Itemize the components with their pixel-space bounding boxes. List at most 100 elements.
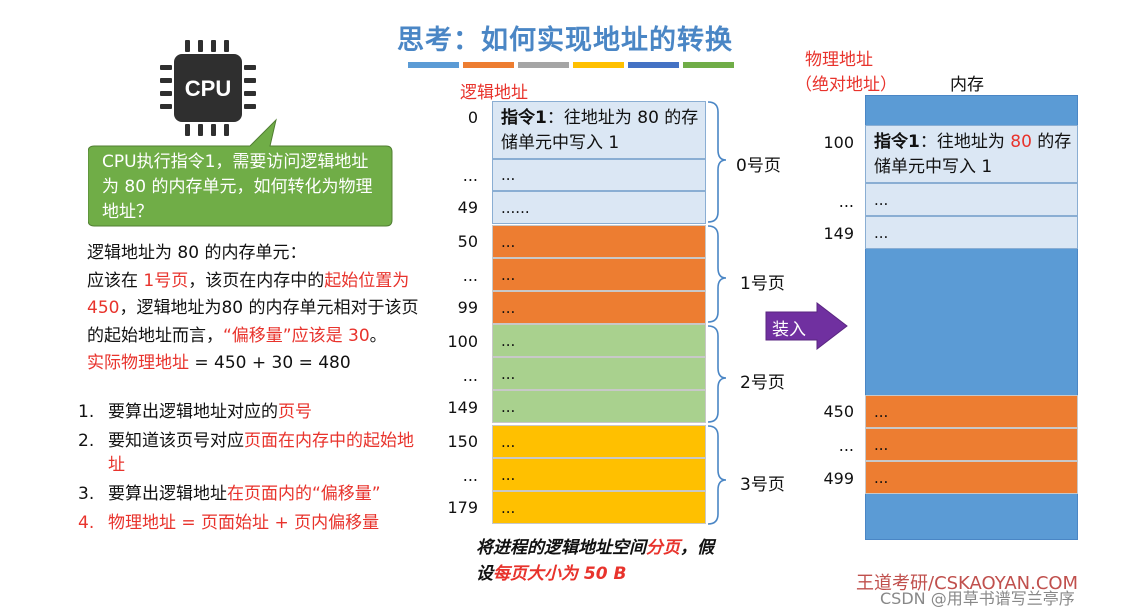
title-stripes [408,62,734,68]
stripe [518,62,569,68]
text: 页号 [278,402,312,422]
text: 。 [369,325,387,346]
cpu-chip-icon: CPU [160,40,256,136]
stripe [573,62,624,68]
address-label: 49 [457,198,478,217]
address-label: 99 [457,298,478,317]
page-label: 3号页 [740,475,785,495]
logical-cell: ... [492,458,706,491]
address-label: 179 [447,498,478,517]
step-item: 2. 要知道该页号对应页面在内存中的起始地址 [78,429,428,477]
logical-cell: ... [492,225,706,258]
explanation: 逻辑地址为 80 的内存单元： 应该在 1号页，该页在内存中的起始位置为 450… [87,240,432,378]
address-label: 450 [823,402,854,421]
address-label: 100 [447,332,478,351]
address-label: ... [462,366,478,385]
speech-bubble [88,118,393,227]
physical-cell: ... [865,428,1078,461]
address-label: 150 [447,432,478,451]
physical-cell-instruction: 指令1：往地址为 80 的存储单元中写入 1 [865,125,1078,183]
text: 要算出逻辑地址 [108,484,227,504]
slide-title: 思考：如何实现地址的转换 [397,25,733,56]
explanation-line-2: 应该在 1号页，该页在内存中的起始位置为 450，逻辑地址为80 的内存单元相对… [87,268,432,351]
step-item: 4. 物理地址 = 页面始址 + 页内偏移量 [78,511,428,535]
text: 物理地址 = 页面始址 + 页内偏移量 [108,513,380,533]
step-item: 1. 要算出逻辑地址对应的页号 [78,400,428,424]
text: 每页大小为 50 B [493,564,627,584]
text: ，假设 [476,538,714,584]
step-num: 3. [78,484,95,504]
page-label: 2号页 [740,373,785,393]
highlight-page: 1号页 [143,270,189,291]
highlight-offset: “偏移量”应该是 30 [223,325,370,346]
address-label: 100 [823,133,854,152]
step-item: 3. 要算出逻辑地址在页面内的“偏移量” [78,482,428,506]
steps-list: 1. 要算出逻辑地址对应的页号 2. 要知道该页号对应页面在内存中的起始地址 3. 要… [78,400,428,540]
instr-text: ：往地址为 80 的存储单元中写入 1 [501,108,699,153]
instr-bold: 指令1 [874,132,920,152]
physical-cell: ... [865,183,1078,216]
address-label: 0 [467,108,478,127]
step-num: 1. [78,402,95,422]
address-label: 149 [447,398,478,417]
stripe [683,62,734,68]
logical-cell: ... [492,357,706,390]
physical-header-sub: （绝对地址） [795,75,897,95]
physical-header: 物理地址 [805,50,873,70]
address-label: ... [838,192,854,211]
physical-cell: ... [865,216,1078,249]
highlight-physical: 实际物理地址 [87,353,189,373]
logical-header: 逻辑地址 [460,83,528,103]
text: 应该在 [87,270,144,291]
address-label: ... [462,166,478,185]
instr-text: 的存储单元中写入 1 [874,132,1072,177]
load-label: 装入 [772,320,806,340]
logical-cell: ... [492,258,706,291]
text: ，逻辑地址为80 的内存单元相对于该页的起始地址而言， [87,298,419,346]
logical-cell: ...... [492,191,706,224]
logical-cell: ... [492,159,706,191]
text: 要知道该页号对应 [108,431,244,451]
cpu-label: CPU [185,76,231,101]
explanation-line-1: 逻辑地址为 80 的内存单元： [87,243,307,263]
page-label: 0号页 [736,156,781,176]
instr-number: 80 [1010,132,1032,152]
physical-cell: ... [865,461,1078,494]
logical-cell: ... [492,390,706,423]
logical-cell: ... [492,291,706,324]
step-num: 4. [78,513,95,533]
address-label: 149 [823,224,854,243]
instr-text: ：往地址为 [919,132,1011,152]
address-label: ... [462,266,478,285]
stripe [408,62,459,68]
address-label: ... [838,436,854,455]
stripe [628,62,679,68]
caption: 将进程的逻辑地址空间分页，假设每页大小为 50 B [476,535,726,587]
step-num: 2. [78,431,95,451]
load-arrow-icon [765,302,848,350]
address-label: ... [462,466,478,485]
logical-cell: ... [492,491,706,524]
address-label: 499 [823,469,854,488]
stripe [463,62,514,68]
logical-cell: ... [492,324,706,357]
highlight-start: 起始位置为 450 [87,270,410,319]
page-braces [707,101,727,525]
watermark: 王道考研/CSKAOYAN.COM [856,573,1079,594]
address-label: 50 [457,232,478,251]
text: 在页面内的“偏移量” [227,484,381,504]
csdn-watermark: CSDN @用草书谱写兰亭序 [880,589,1075,608]
text: 分页 [646,538,680,558]
text: ，该页在内存中的 [188,270,325,291]
bubble-text: CPU执行指令1，需要访问逻辑地址为 80 的内存单元，如何转化为物理地址？ [102,152,373,222]
page-label: 1号页 [740,274,785,294]
text: = 450 + 30 = 480 [189,353,351,373]
text: 页面在内存中的起始地址 [108,431,414,475]
memory-label: 内存 [950,75,984,95]
instr-bold: 指令1 [501,108,547,128]
logical-cell-instruction: 指令1：往地址为 80 的存储单元中写入 1 [492,101,706,159]
logical-cell: ... [492,425,706,458]
text: 要算出逻辑地址对应的 [108,402,278,422]
explanation-line-3: 实际物理地址 = 450 + 30 = 480 [87,350,432,378]
text: 将进程的逻辑地址空间 [476,538,646,558]
